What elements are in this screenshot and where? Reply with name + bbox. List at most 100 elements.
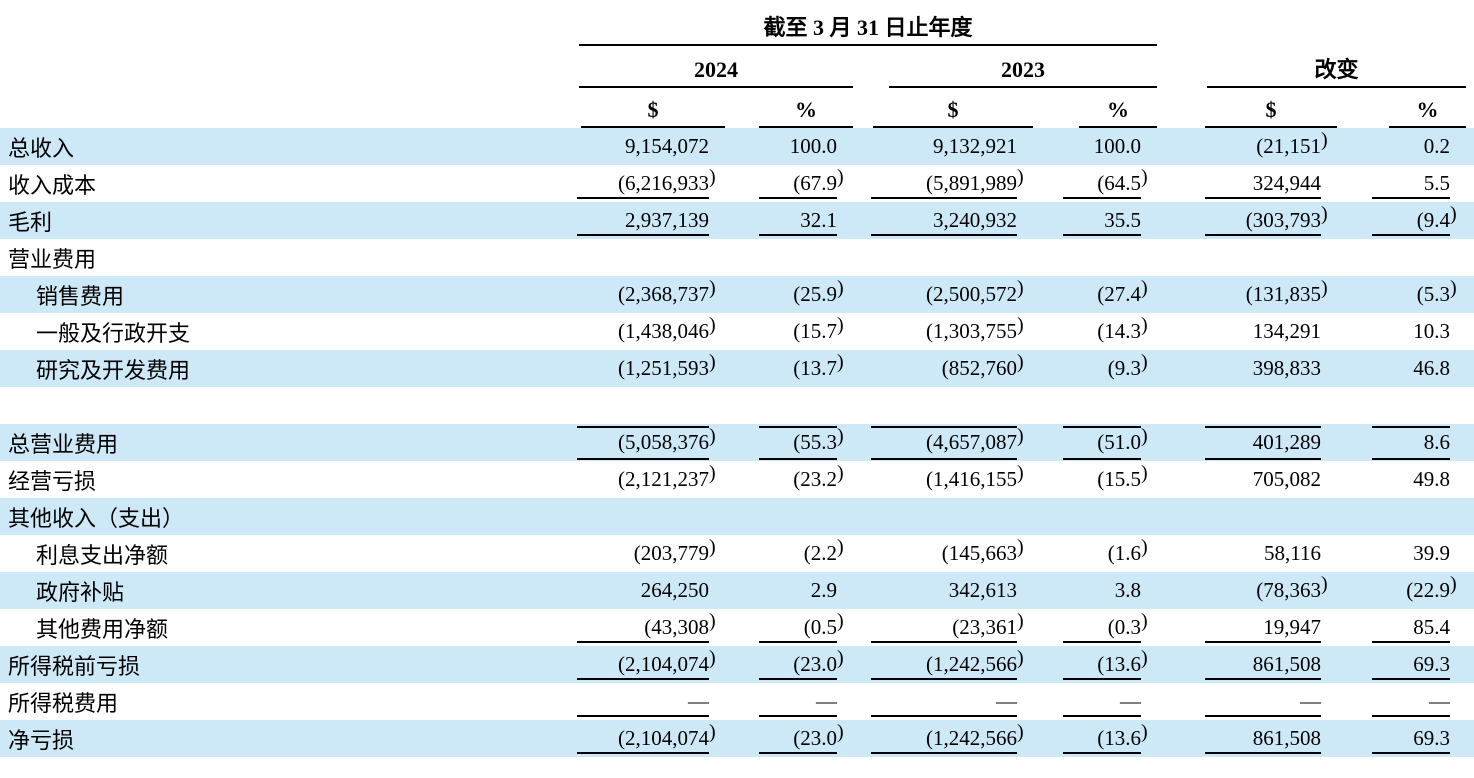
table-row: 总收入 9,154,072 100.0 9,132,921 100.0 (21,151) 0… xyxy=(0,128,1474,165)
cell-2024-percent: 2.9 xyxy=(725,572,853,609)
cell-2023-amount: (5,891,989) xyxy=(853,165,1033,202)
cell-2023-percent xyxy=(1033,387,1157,424)
cell-2024-amount: (1,438,046) xyxy=(575,313,725,350)
cell-2024-percent: (0.5) xyxy=(725,609,853,646)
cell-change-percent: (5.3) xyxy=(1337,276,1474,313)
closing-paren: ) xyxy=(1321,203,1328,225)
cell-2024-percent xyxy=(725,239,853,276)
cell-value: (1,416,155 xyxy=(926,467,1017,491)
cell-2024-amount xyxy=(575,498,725,535)
row-label: 总营业费用 xyxy=(8,431,119,457)
row-label: 净亏损 xyxy=(8,727,75,753)
cell-value: 8.6 xyxy=(1372,425,1450,460)
cell-2023-amount: (1,242,566) xyxy=(853,720,1033,757)
row-label: 所得税前亏损 xyxy=(8,653,141,679)
cell-value: (0.3 xyxy=(1063,613,1141,643)
cell-value: — xyxy=(577,687,709,717)
percent-header: % xyxy=(759,96,853,128)
cell-value: (13.7 xyxy=(793,356,837,380)
cell-value: (5,891,989 xyxy=(871,169,1017,199)
cell-value: 10.3 xyxy=(1413,319,1450,343)
cell-2023-percent: (14.3) xyxy=(1033,313,1157,350)
cell-2024-amount: (2,104,074) xyxy=(575,720,725,757)
cell-value: 49.8 xyxy=(1413,467,1450,491)
closing-paren: ) xyxy=(1017,314,1024,336)
table-row: 经营亏损 (2,121,237) (23.2) (1,416,155) (15.5) 70… xyxy=(0,461,1474,498)
cell-change-percent: 5.5 xyxy=(1337,165,1474,202)
cell-value xyxy=(759,391,837,421)
cell-value: (67.9 xyxy=(759,169,837,199)
cell-2024-amount: — xyxy=(575,683,725,720)
cell-2024-percent: (55.3) xyxy=(725,424,853,461)
closing-paren: ) xyxy=(1141,647,1148,669)
table-row: 其他费用净额 (43,308) (0.5) (23,361) (0.3) 19,947 85… xyxy=(0,609,1474,646)
cell-value: (1,242,566 xyxy=(871,650,1017,680)
closing-paren: ) xyxy=(1450,573,1457,595)
cell-value: 9,154,072 xyxy=(625,134,709,158)
closing-paren: ) xyxy=(837,314,844,336)
cell-value: 324,944 xyxy=(1205,169,1321,199)
table-row: 一般及行政开支 (1,438,046) (15.7) (1,303,755) (14.3… xyxy=(0,313,1474,350)
table-row: 收入成本 (6,216,933) (67.9) (5,891,989) (64.5) 32… xyxy=(0,165,1474,202)
cell-change-amount: (21,151) xyxy=(1157,128,1337,165)
row-label: 销售费用 xyxy=(36,283,125,309)
table-row: 研究及开发费用 (1,251,593) (13.7) (852,760) (9.3) 39… xyxy=(0,350,1474,387)
closing-paren: ) xyxy=(709,721,716,743)
cell-value: (145,663 xyxy=(941,541,1017,565)
cell-2023-amount: (145,663) xyxy=(853,535,1033,572)
cell-2024-amount xyxy=(575,387,725,424)
closing-paren: ) xyxy=(1141,462,1148,484)
cell-value: — xyxy=(871,687,1017,717)
cell-value: 19,947 xyxy=(1205,613,1321,643)
row-label: 政府补贴 xyxy=(36,579,125,605)
cell-value: 100.0 xyxy=(1093,134,1141,158)
period-title-cell: 截至 3 月 31 日止年度 xyxy=(575,14,1157,46)
cell-value xyxy=(1205,502,1321,532)
closing-paren: ) xyxy=(1141,536,1148,558)
cell-value: (203,779 xyxy=(633,541,709,565)
closing-paren: ) xyxy=(1141,277,1148,299)
cell-change-amount: 19,947 xyxy=(1157,609,1337,646)
percent-header: % xyxy=(1389,96,1466,128)
cell-value: (2,104,074 xyxy=(577,650,709,680)
cell-2023-percent: (64.5) xyxy=(1033,165,1157,202)
cell-value xyxy=(1205,391,1321,421)
cell-value: (2,104,074 xyxy=(577,724,709,754)
cell-change-percent: 46.8 xyxy=(1337,350,1474,387)
cell-value: (0.5 xyxy=(759,613,837,643)
cell-value: 5.5 xyxy=(1372,169,1450,199)
cell-value: (9.4 xyxy=(1372,206,1450,236)
cell-change-amount xyxy=(1157,387,1337,424)
cell-2024-percent: (15.7) xyxy=(725,313,853,350)
closing-paren: ) xyxy=(709,351,716,373)
cell-change-amount: (131,835) xyxy=(1157,276,1337,313)
table-row: 毛利 2,937,139 32.1 3,240,932 35.5 (303,793) (9.… xyxy=(0,202,1474,239)
closing-paren: ) xyxy=(1017,462,1024,484)
cell-2023-percent xyxy=(1033,498,1157,535)
cell-value: (2,500,572 xyxy=(926,282,1017,306)
cell-2024-percent: (2.2) xyxy=(725,535,853,572)
cell-2023-amount xyxy=(853,498,1033,535)
cell-value: 0.2 xyxy=(1423,134,1450,158)
cell-change-percent: 0.2 xyxy=(1337,128,1474,165)
cell-2024-percent: 100.0 xyxy=(725,128,853,165)
dollar-header: $ xyxy=(1205,96,1337,128)
cell-value: (13.6 xyxy=(1063,650,1141,680)
change-header: 改变 xyxy=(1207,56,1466,88)
cell-value: (852,760 xyxy=(941,356,1017,380)
cell-2024-amount: 9,154,072 xyxy=(575,128,725,165)
cell-2024-amount: (2,104,074) xyxy=(575,646,725,683)
closing-paren: ) xyxy=(1017,536,1024,558)
cell-2023-percent xyxy=(1033,239,1157,276)
cell-value: — xyxy=(1063,687,1141,717)
col-change-dollar: $ xyxy=(1157,96,1337,128)
cell-value xyxy=(1063,502,1141,532)
cell-change-amount: — xyxy=(1157,683,1337,720)
cell-change-amount: (78,363) xyxy=(1157,572,1337,609)
table-row: 政府补贴 264,250 2.9 342,613 3.8 (78,363) (22.9) xyxy=(0,572,1474,609)
cell-value: (1,303,755 xyxy=(926,319,1017,343)
cell-2023-amount: — xyxy=(853,683,1033,720)
cell-value: 85.4 xyxy=(1372,613,1450,643)
cell-value: 861,508 xyxy=(1205,724,1321,754)
cell-value: 2.9 xyxy=(810,578,837,602)
